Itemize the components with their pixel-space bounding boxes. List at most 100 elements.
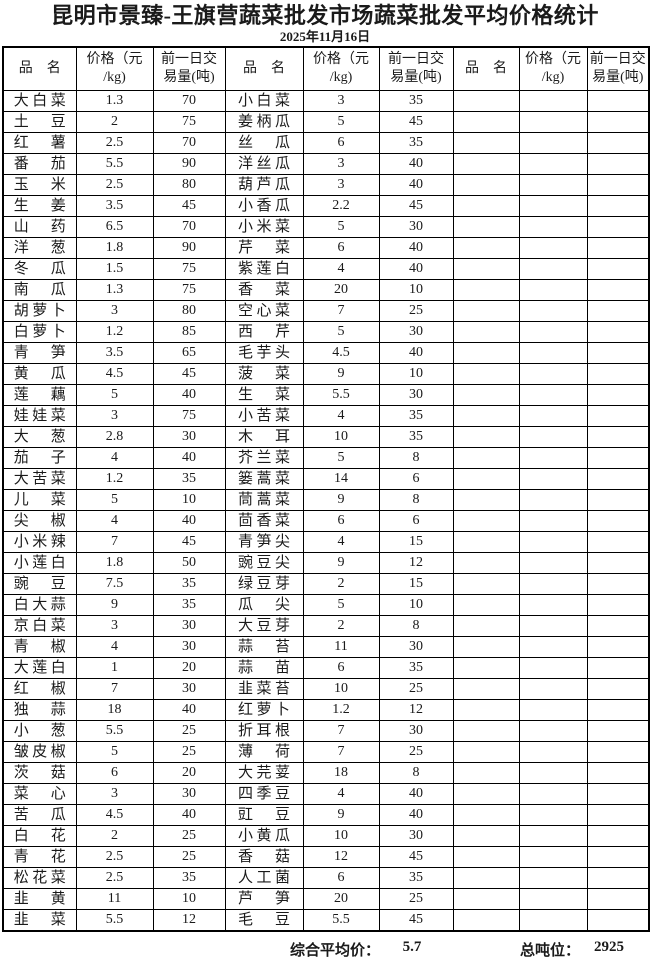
item-name-cell: 冬瓜 (2, 258, 77, 280)
empty-cell (452, 111, 520, 133)
empty-cell (586, 867, 650, 889)
volume-cell: 40 (378, 258, 454, 280)
price-cell: 4.5 (75, 804, 154, 826)
item-name: 茄子 (13, 450, 66, 466)
price-cell: 3 (75, 300, 154, 322)
price-cell: 5 (75, 384, 154, 406)
volume-cell: 8 (378, 762, 454, 784)
price-cell: 10 (302, 825, 380, 847)
table-row: 皱皮椒 5 25 薄荷 7 25 (2, 741, 650, 763)
empty-cell (518, 447, 588, 469)
empty-cell (518, 804, 588, 826)
empty-cell (452, 153, 520, 175)
table-row: 生姜 3.5 45 小香瓜 2.2 45 (2, 195, 650, 217)
item-name-cell: 豌豆尖 (224, 552, 304, 574)
price-cell: 5 (302, 594, 380, 616)
empty-cell (452, 300, 520, 322)
empty-cell (586, 90, 650, 112)
price-cell: 9 (302, 552, 380, 574)
item-name: 芹菜 (238, 240, 290, 256)
item-name-cell: 青笋尖 (224, 531, 304, 553)
volume-cell: 40 (152, 384, 226, 406)
item-name-cell: 蒜苗 (224, 657, 304, 679)
item-name-cell: 小香瓜 (224, 195, 304, 217)
item-name: 豌豆尖 (238, 555, 290, 571)
empty-cell (518, 111, 588, 133)
item-name-cell: 莲藕 (2, 384, 77, 406)
volume-cell: 70 (152, 90, 226, 112)
table-row: 豌豆 7.5 35 绿豆芽 2 15 (2, 573, 650, 595)
volume-cell: 45 (378, 846, 454, 868)
table-row: 尖椒 4 40 茴香菜 6 6 (2, 510, 650, 532)
price-cell: 6.5 (75, 216, 154, 238)
price-cell: 5 (302, 321, 380, 343)
item-name: 毛芋头 (238, 345, 290, 361)
item-name: 香菜 (238, 282, 290, 298)
volume-cell: 35 (378, 867, 454, 889)
item-name-cell: 毛芋头 (224, 342, 304, 364)
table-row: 儿菜 5 10 茼蒿菜 9 8 (2, 489, 650, 511)
empty-cell (586, 216, 650, 238)
table-row: 白大蒜 9 35 瓜尖 5 10 (2, 594, 650, 616)
empty-cell (518, 699, 588, 721)
item-name: 白萝卜 (13, 324, 66, 340)
price-cell: 4 (302, 405, 380, 427)
item-name: 苦瓜 (13, 807, 66, 823)
price-cell: 2 (75, 111, 154, 133)
item-name: 小白菜 (238, 93, 290, 109)
volume-cell: 45 (152, 363, 226, 385)
item-name: 毛豆 (238, 912, 290, 928)
price-cell: 3 (75, 615, 154, 637)
table-row: 独蒜 18 40 红萝卜 1.2 12 (2, 699, 650, 721)
item-name-cell: 西芹 (224, 321, 304, 343)
col-header-name: 品 名 (452, 46, 520, 91)
table-row: 红椒 7 30 韭菜苔 10 25 (2, 678, 650, 700)
table-row: 红薯 2.5 70 丝瓜 6 35 (2, 132, 650, 154)
item-name: 豇豆 (238, 807, 290, 823)
price-cell: 2 (75, 825, 154, 847)
empty-cell (452, 426, 520, 448)
item-name: 人工菌 (238, 870, 290, 886)
item-name: 洋葱 (13, 240, 66, 256)
empty-cell (586, 468, 650, 490)
item-name-cell: 大白菜 (2, 90, 77, 112)
price-cell: 2.8 (75, 426, 154, 448)
empty-cell (452, 657, 520, 679)
empty-cell (586, 720, 650, 742)
empty-cell (452, 195, 520, 217)
table-row: 大葱 2.8 30 木耳 10 35 (2, 426, 650, 448)
item-name-cell: 青椒 (2, 636, 77, 658)
price-cell: 10 (302, 678, 380, 700)
item-name: 丝瓜 (238, 135, 290, 151)
price-cell: 4.5 (302, 342, 380, 364)
item-name: 尖椒 (13, 513, 66, 529)
price-cell: 9 (302, 804, 380, 826)
price-cell: 5 (75, 489, 154, 511)
item-name: 瓜尖 (238, 597, 290, 613)
empty-cell (452, 279, 520, 301)
price-cell: 2.5 (75, 132, 154, 154)
volume-cell: 6 (378, 468, 454, 490)
volume-cell: 10 (378, 279, 454, 301)
price-cell: 1 (75, 657, 154, 679)
empty-cell (586, 363, 650, 385)
empty-cell (452, 867, 520, 889)
item-name: 葫芦瓜 (238, 177, 290, 193)
volume-cell: 25 (378, 300, 454, 322)
empty-cell (586, 678, 650, 700)
item-name-cell: 紫莲白 (224, 258, 304, 280)
volume-cell: 80 (152, 174, 226, 196)
empty-cell (586, 510, 650, 532)
item-name-cell: 胡萝卜 (2, 300, 77, 322)
empty-cell (586, 153, 650, 175)
empty-cell (586, 531, 650, 553)
item-name-cell: 菠菜 (224, 363, 304, 385)
item-name: 胡萝卜 (13, 303, 66, 319)
price-cell: 1.5 (75, 258, 154, 280)
table-row: 松花菜 2.5 35 人工菌 6 35 (2, 867, 650, 889)
empty-cell (452, 783, 520, 805)
empty-cell (518, 321, 588, 343)
price-cell: 2.5 (75, 867, 154, 889)
item-name: 豌豆 (13, 576, 66, 592)
price-cell: 6 (75, 762, 154, 784)
